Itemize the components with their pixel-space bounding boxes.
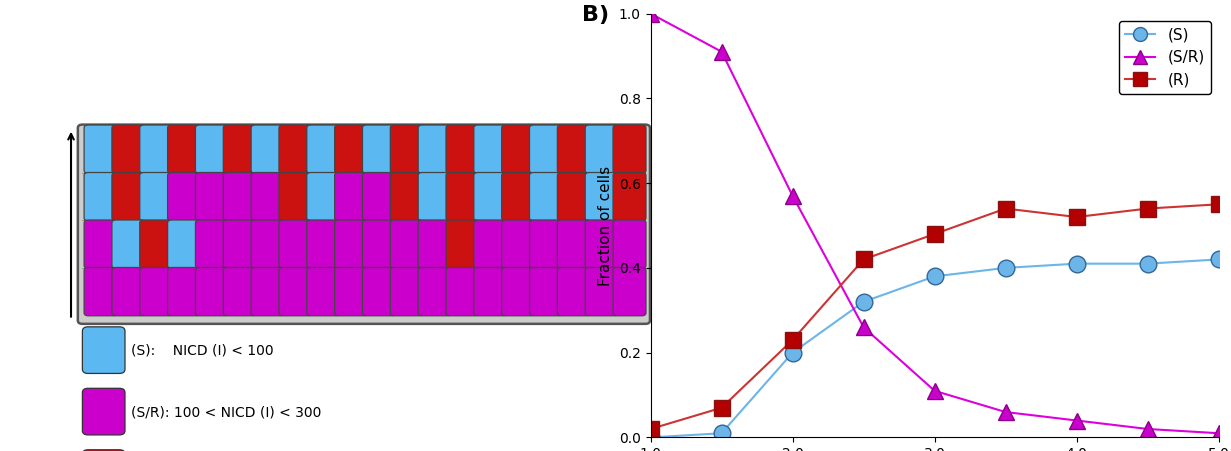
FancyBboxPatch shape [529, 172, 563, 221]
FancyBboxPatch shape [558, 220, 591, 268]
FancyBboxPatch shape [529, 125, 563, 173]
FancyBboxPatch shape [613, 125, 646, 173]
FancyBboxPatch shape [112, 220, 145, 268]
Text: (S):    NICD (I) < 100: (S): NICD (I) < 100 [130, 344, 273, 358]
FancyBboxPatch shape [251, 125, 284, 173]
FancyBboxPatch shape [279, 267, 311, 316]
FancyBboxPatch shape [279, 125, 311, 173]
FancyBboxPatch shape [223, 267, 256, 316]
FancyBboxPatch shape [223, 172, 256, 221]
FancyBboxPatch shape [335, 125, 368, 173]
FancyBboxPatch shape [613, 220, 646, 268]
FancyBboxPatch shape [140, 172, 172, 221]
FancyBboxPatch shape [419, 172, 451, 221]
FancyBboxPatch shape [613, 267, 646, 316]
FancyBboxPatch shape [502, 267, 534, 316]
FancyBboxPatch shape [223, 220, 256, 268]
FancyBboxPatch shape [446, 125, 479, 173]
FancyBboxPatch shape [307, 125, 340, 173]
FancyBboxPatch shape [335, 220, 368, 268]
FancyBboxPatch shape [362, 125, 395, 173]
FancyBboxPatch shape [362, 267, 395, 316]
FancyBboxPatch shape [390, 125, 423, 173]
FancyBboxPatch shape [84, 125, 117, 173]
FancyBboxPatch shape [112, 267, 145, 316]
FancyBboxPatch shape [140, 220, 172, 268]
FancyBboxPatch shape [613, 172, 646, 221]
FancyBboxPatch shape [585, 125, 618, 173]
FancyBboxPatch shape [558, 267, 591, 316]
FancyBboxPatch shape [390, 220, 423, 268]
FancyBboxPatch shape [112, 125, 145, 173]
FancyBboxPatch shape [82, 327, 126, 373]
FancyBboxPatch shape [585, 172, 618, 221]
FancyBboxPatch shape [446, 220, 479, 268]
FancyBboxPatch shape [529, 220, 563, 268]
FancyBboxPatch shape [474, 267, 507, 316]
FancyBboxPatch shape [585, 267, 618, 316]
FancyBboxPatch shape [196, 267, 229, 316]
FancyBboxPatch shape [167, 125, 201, 173]
FancyBboxPatch shape [446, 172, 479, 221]
FancyBboxPatch shape [167, 267, 201, 316]
FancyBboxPatch shape [502, 125, 534, 173]
FancyBboxPatch shape [82, 450, 126, 451]
FancyBboxPatch shape [529, 267, 563, 316]
FancyBboxPatch shape [196, 125, 229, 173]
FancyBboxPatch shape [112, 172, 145, 221]
FancyBboxPatch shape [502, 220, 534, 268]
FancyBboxPatch shape [419, 267, 451, 316]
FancyBboxPatch shape [474, 172, 507, 221]
FancyBboxPatch shape [362, 172, 395, 221]
FancyBboxPatch shape [279, 220, 311, 268]
FancyBboxPatch shape [419, 220, 451, 268]
FancyBboxPatch shape [335, 267, 368, 316]
FancyBboxPatch shape [502, 172, 534, 221]
Text: B): B) [582, 5, 609, 25]
FancyBboxPatch shape [390, 172, 423, 221]
FancyBboxPatch shape [474, 125, 507, 173]
FancyBboxPatch shape [307, 172, 340, 221]
FancyBboxPatch shape [140, 125, 172, 173]
FancyBboxPatch shape [78, 124, 650, 324]
FancyBboxPatch shape [585, 220, 618, 268]
FancyBboxPatch shape [307, 267, 340, 316]
FancyBboxPatch shape [251, 220, 284, 268]
FancyBboxPatch shape [167, 172, 201, 221]
FancyBboxPatch shape [446, 267, 479, 316]
FancyBboxPatch shape [335, 172, 368, 221]
FancyBboxPatch shape [474, 220, 507, 268]
Y-axis label: Fraction of cells: Fraction of cells [598, 166, 613, 285]
FancyBboxPatch shape [362, 220, 395, 268]
FancyBboxPatch shape [558, 172, 591, 221]
FancyBboxPatch shape [84, 172, 117, 221]
FancyBboxPatch shape [82, 388, 126, 435]
FancyBboxPatch shape [279, 172, 311, 221]
Legend: (S), (S/R), (R): (S), (S/R), (R) [1119, 21, 1211, 94]
FancyBboxPatch shape [558, 125, 591, 173]
FancyBboxPatch shape [307, 220, 340, 268]
FancyBboxPatch shape [419, 125, 451, 173]
FancyBboxPatch shape [167, 220, 201, 268]
Text: (S/R): 100 < NICD (I) < 300: (S/R): 100 < NICD (I) < 300 [130, 405, 321, 419]
FancyBboxPatch shape [196, 172, 229, 221]
FancyBboxPatch shape [251, 267, 284, 316]
FancyBboxPatch shape [223, 125, 256, 173]
FancyBboxPatch shape [390, 267, 423, 316]
FancyBboxPatch shape [196, 220, 229, 268]
FancyBboxPatch shape [140, 267, 172, 316]
FancyBboxPatch shape [84, 220, 117, 268]
FancyBboxPatch shape [251, 172, 284, 221]
FancyBboxPatch shape [84, 267, 117, 316]
